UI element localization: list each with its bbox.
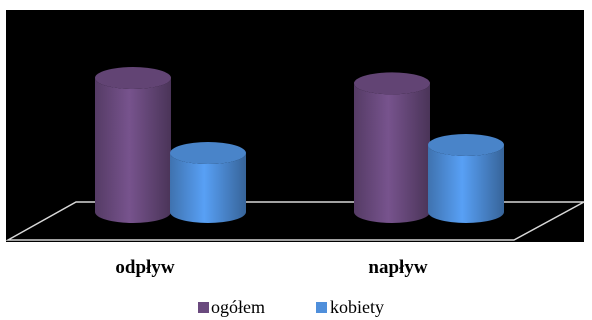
legend-label-kobiety: kobiety — [330, 297, 384, 317]
bar-ogolem-naplyw — [354, 83, 430, 223]
legend-swatch-kobiety — [316, 302, 327, 313]
bar-kobiety-naplyw — [428, 145, 504, 223]
legend-swatch-ogolem — [198, 302, 209, 313]
bar-top-ogolem-naplyw — [354, 72, 430, 94]
bar-top-kobiety-odplyw — [170, 142, 246, 164]
category-label-odplyw: odpływ — [115, 257, 174, 278]
legend: ogółem kobiety — [198, 297, 384, 317]
category-label-naplyw: napływ — [368, 257, 427, 278]
bar-top-kobiety-naplyw — [428, 134, 504, 156]
bar-ogolem-odplyw — [95, 78, 171, 223]
legend-label-ogolem: ogółem — [211, 297, 265, 317]
bar-top-ogolem-odplyw — [95, 67, 171, 89]
